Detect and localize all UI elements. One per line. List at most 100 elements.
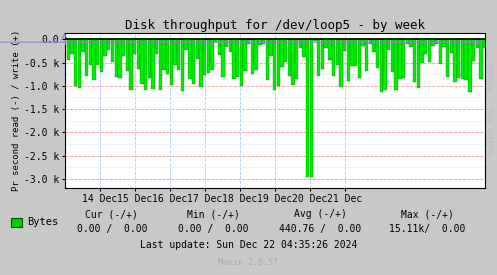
Bar [63,39,66,45]
Bar [78,39,81,88]
Bar [350,39,354,66]
Text: 15.11k/  0.00: 15.11k/ 0.00 [389,224,466,234]
Bar [468,39,472,92]
Bar [343,39,346,51]
Bar [450,39,453,53]
Bar [74,39,78,86]
Bar [358,39,361,78]
Bar [92,39,96,80]
Bar [199,39,203,87]
Bar [229,39,232,52]
Bar [299,39,302,48]
Bar [479,39,483,79]
Bar [244,39,247,71]
Bar [376,39,379,68]
Bar [314,39,317,41]
Bar [416,39,420,88]
Bar [321,39,324,69]
Bar [107,39,110,50]
Bar [114,39,118,78]
Bar [188,39,191,79]
Text: Max (-/+): Max (-/+) [401,209,454,219]
Bar [89,39,92,65]
Text: Munin 2.0.57: Munin 2.0.57 [219,258,278,266]
Bar [133,39,136,54]
Text: RRDTOOL / TOBI OETIKER: RRDTOOL / TOBI OETIKER [486,63,492,157]
Bar [126,39,129,71]
Bar [166,39,169,74]
Bar [398,39,402,79]
Bar [328,39,331,60]
Text: Avg (-/+): Avg (-/+) [294,209,347,219]
Bar [339,39,342,87]
Bar [221,39,225,77]
Bar [207,39,210,73]
Bar [85,39,88,76]
Bar [442,39,446,47]
Bar [163,39,166,70]
Bar [291,39,295,85]
Bar [325,39,328,48]
Bar [96,39,99,65]
Bar [332,39,335,76]
Text: Bytes: Bytes [27,217,59,227]
Bar [361,39,365,46]
Bar [402,39,405,78]
Bar [406,39,409,44]
Bar [280,39,284,67]
Bar [159,39,162,89]
Bar [295,39,298,79]
Bar [247,39,250,44]
Bar [365,39,368,71]
Bar [317,39,321,76]
Bar [214,39,217,42]
Text: Min (-/+): Min (-/+) [187,209,240,219]
Bar [383,39,387,90]
Bar [240,39,243,86]
Bar [461,39,464,79]
Bar [210,39,214,70]
Text: 440.76 /  0.00: 440.76 / 0.00 [279,224,362,234]
Bar [258,39,261,45]
Bar [262,39,265,44]
Bar [82,39,84,52]
Bar [391,39,394,72]
Bar [335,39,339,65]
Y-axis label: Pr second read (-) / write (+): Pr second read (-) / write (+) [12,30,21,191]
Bar [483,39,486,48]
Text: 0.00 /  0.00: 0.00 / 0.00 [77,224,147,234]
Bar [192,39,195,84]
Bar [465,39,468,80]
Bar [453,39,457,82]
Bar [140,39,144,84]
Bar [155,39,159,54]
Bar [424,39,427,54]
Bar [100,39,103,72]
Bar [122,39,125,56]
Bar [302,39,306,57]
Bar [184,39,188,50]
Bar [181,39,184,91]
Bar [284,39,287,62]
Bar [144,39,147,90]
Bar [70,39,74,54]
Bar [472,39,475,61]
Bar [387,39,391,50]
Bar [236,39,240,77]
Bar [310,39,313,177]
Bar [288,39,291,76]
Bar [173,39,177,65]
Bar [369,39,372,44]
Bar [254,39,258,70]
Bar [233,39,236,79]
Text: Cur (-/+): Cur (-/+) [85,209,138,219]
Bar [346,39,350,81]
Bar [409,39,413,46]
Bar [435,39,438,44]
Title: Disk throughput for /dev/loop5 - by week: Disk throughput for /dev/loop5 - by week [125,19,424,32]
Bar [446,39,449,77]
Bar [111,39,114,62]
Bar [129,39,133,90]
Bar [203,39,206,75]
Bar [439,39,442,64]
